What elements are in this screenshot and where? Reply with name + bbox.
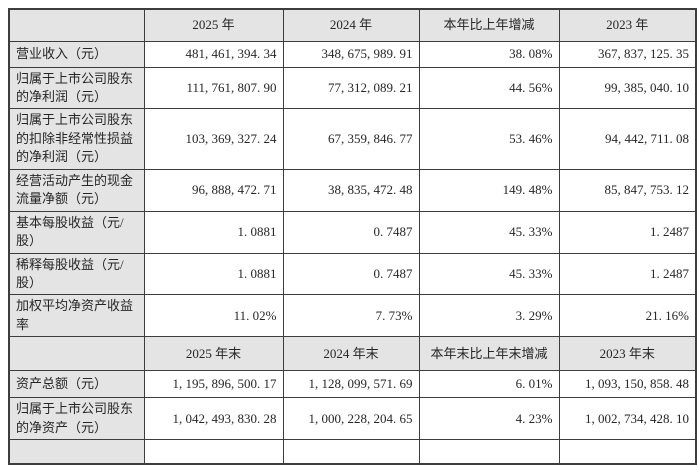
value-cell-change: 6. 01% (418, 370, 560, 399)
table-row-net-profit: 归属于上市公司股东的净利润（元） 111, 761, 807. 90 77, 3… (8, 66, 697, 110)
value-cell-change: 3. 29% (418, 294, 560, 338)
header-cell-blank (8, 8, 145, 42)
table-row-revenue: 营业收入（元） 481, 461, 394. 34 348, 675, 989.… (8, 40, 697, 68)
table-row-net-assets: 归属于上市公司股东的净资产（元） 1, 042, 493, 830. 28 1,… (8, 397, 697, 441)
table-row-net-profit-excl-nonrecurring: 归属于上市公司股东的扣除非经常性损益的净利润（元） 103, 369, 327.… (8, 108, 697, 170)
value-cell-2023: 99, 385, 040. 10 (558, 66, 697, 110)
value-cell-change: 45. 33% (418, 210, 560, 254)
value-cell-2024 (282, 439, 420, 465)
row-label-cell: 归属于上市公司股东的扣除非经常性损益的净利润（元） (8, 108, 145, 170)
value-cell-2023 (558, 439, 697, 465)
table-row-basic-eps: 基本每股收益（元/股） 1. 0881 0. 7487 45. 33% 1. 2… (8, 210, 697, 254)
value-cell-2025: 1. 0881 (143, 252, 284, 296)
value-cell-2023: 94, 442, 711. 08 (558, 108, 697, 170)
table-row-total-assets: 资产总额（元） 1, 195, 896, 500. 17 1, 128, 099… (8, 370, 697, 399)
value-cell-2023: 1, 002, 734, 428. 10 (558, 397, 697, 441)
row-label-cell: 归属于上市公司股东的净资产（元） (8, 397, 145, 441)
value-cell-2025: 1. 0881 (143, 210, 284, 254)
value-cell-2025: 111, 761, 807. 90 (143, 66, 284, 110)
header-cell-2024-end: 2024 年末 (282, 336, 420, 372)
value-cell-2024: 0. 7487 (282, 210, 420, 254)
endpoint-header-row: 2025 年末 2024 年末 本年末比上年末增减 2023 年末 (8, 336, 697, 372)
row-label-cell: 经营活动产生的现金流量净额（元） (8, 168, 145, 212)
value-cell-2025: 103, 369, 327. 24 (143, 108, 284, 170)
value-cell-2024: 1, 000, 228, 204. 65 (282, 397, 420, 441)
value-cell-change: 38. 08% (418, 40, 560, 68)
row-label-cell: 归属于上市公司股东的净利润（元） (8, 66, 145, 110)
row-label-cell (8, 439, 145, 465)
value-cell-2023: 21. 16% (558, 294, 697, 338)
row-label-cell: 加权平均净资产收益率 (8, 294, 145, 338)
header-cell-2025-end: 2025 年末 (143, 336, 284, 372)
value-cell-2023: 85, 847, 753. 12 (558, 168, 697, 212)
financial-summary-table: 2025 年 2024 年 本年比上年增减 2023 年 营业收入（元） 481… (8, 8, 697, 465)
value-cell-change: 149. 48% (418, 168, 560, 212)
header-cell-2024: 2024 年 (282, 8, 420, 42)
row-label-cell: 资产总额（元） (8, 370, 145, 399)
header-cell-2023: 2023 年 (558, 8, 697, 42)
table-row-partial-clipped (8, 439, 697, 465)
value-cell-2023: 1. 2487 (558, 210, 697, 254)
value-cell-2023: 1, 093, 150, 858. 48 (558, 370, 697, 399)
header-cell-blank (8, 336, 145, 372)
value-cell-change: 44. 56% (418, 66, 560, 110)
value-cell-2023: 1. 2487 (558, 252, 697, 296)
row-label-cell: 基本每股收益（元/股） (8, 210, 145, 254)
value-cell-2024: 348, 675, 989. 91 (282, 40, 420, 68)
row-label-cell: 稀释每股收益（元/股） (8, 252, 145, 296)
value-cell-2024: 1, 128, 099, 571. 69 (282, 370, 420, 399)
header-cell-2023-end: 2023 年末 (558, 336, 697, 372)
value-cell-2024: 77, 312, 089. 21 (282, 66, 420, 110)
value-cell-2025: 481, 461, 394. 34 (143, 40, 284, 68)
value-cell-2025: 1, 195, 896, 500. 17 (143, 370, 284, 399)
header-cell-yoy-end-change: 本年末比上年末增减 (418, 336, 560, 372)
value-cell-2024: 0. 7487 (282, 252, 420, 296)
value-cell-change (418, 439, 560, 465)
table-row-weighted-avg-roe: 加权平均净资产收益率 11. 02% 7. 73% 3. 29% 21. 16% (8, 294, 697, 338)
period-header-row: 2025 年 2024 年 本年比上年增减 2023 年 (8, 8, 697, 42)
value-cell-change: 53. 46% (418, 108, 560, 170)
value-cell-2025: 96, 888, 472. 71 (143, 168, 284, 212)
row-label-cell: 营业收入（元） (8, 40, 145, 68)
value-cell-change: 4. 23% (418, 397, 560, 441)
table-row-operating-cash-flow: 经营活动产生的现金流量净额（元） 96, 888, 472. 71 38, 83… (8, 168, 697, 212)
value-cell-2024: 7. 73% (282, 294, 420, 338)
value-cell-2025 (143, 439, 284, 465)
value-cell-2024: 67, 359, 846. 77 (282, 108, 420, 170)
value-cell-2023: 367, 837, 125. 35 (558, 40, 697, 68)
value-cell-change: 45. 33% (418, 252, 560, 296)
financial-summary-section: 2025 年 2024 年 本年比上年增减 2023 年 营业收入（元） 481… (8, 8, 697, 465)
table-row-diluted-eps: 稀释每股收益（元/股） 1. 0881 0. 7487 45. 33% 1. 2… (8, 252, 697, 296)
header-cell-yoy-change: 本年比上年增减 (418, 8, 560, 42)
value-cell-2025: 11. 02% (143, 294, 284, 338)
header-cell-2025: 2025 年 (143, 8, 284, 42)
value-cell-2025: 1, 042, 493, 830. 28 (143, 397, 284, 441)
value-cell-2024: 38, 835, 472. 48 (282, 168, 420, 212)
